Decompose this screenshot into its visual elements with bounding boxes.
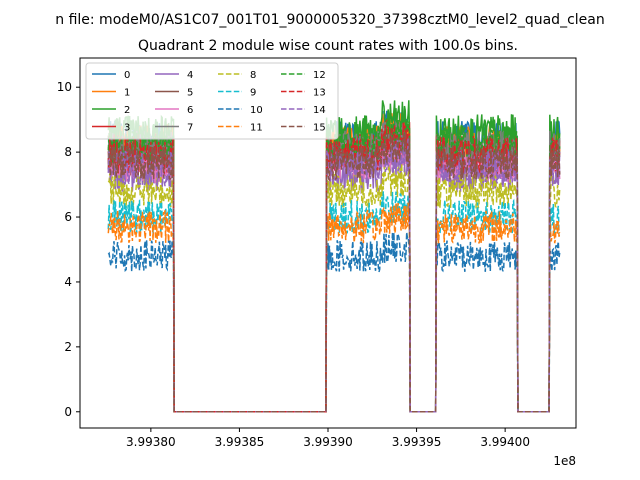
chart-title: Quadrant 2 module wise count rates with …	[138, 38, 518, 54]
legend-label: 9	[250, 88, 256, 99]
series-line-11	[107, 202, 561, 413]
x-axis-ticks: 3.99380 3.99385 3.99390 3.99395 3.99400	[126, 428, 530, 449]
legend-label: 11	[250, 123, 263, 134]
legend-label: 12	[313, 70, 326, 81]
x-offset-label: 1e8	[553, 454, 576, 468]
x-tick-label: 3.99390	[303, 435, 353, 449]
legend-label: 5	[187, 88, 193, 99]
series-line-15	[108, 132, 561, 413]
legend-label: 2	[124, 105, 130, 116]
legend-label: 14	[313, 105, 326, 116]
series-line-8	[107, 163, 561, 413]
y-tick-label: 8	[64, 145, 72, 159]
legend-label: 13	[313, 88, 326, 99]
y-tick-label: 6	[64, 210, 72, 224]
legend-label: 7	[187, 123, 193, 134]
legend-label: 1	[124, 88, 130, 99]
figure-suptitle: n file: modeM0/AS1C07_001T01_9000005320_…	[55, 12, 604, 28]
x-tick-label: 3.99400	[480, 435, 530, 449]
x-tick-label: 3.99385	[215, 435, 265, 449]
legend-label: 4	[187, 70, 193, 81]
plot-lines	[107, 100, 561, 413]
series-line-10	[107, 232, 561, 413]
legend-label: 8	[250, 70, 256, 81]
y-axis-ticks: 0 2 4 6 8 10	[57, 80, 80, 419]
legend-box	[85, 62, 339, 140]
y-tick-label: 2	[64, 340, 72, 354]
y-tick-label: 10	[57, 80, 72, 94]
x-tick-label: 3.99395	[392, 435, 442, 449]
legend-label: 15	[313, 123, 326, 134]
series-line-14	[107, 138, 561, 413]
legend-label: 0	[124, 70, 130, 81]
y-tick-label: 4	[64, 275, 72, 289]
legend-label: 10	[250, 105, 263, 116]
legend-label: 3	[124, 123, 130, 134]
x-tick-label: 3.99380	[126, 435, 176, 449]
legend-label: 6	[187, 105, 193, 116]
y-tick-label: 0	[64, 405, 72, 419]
